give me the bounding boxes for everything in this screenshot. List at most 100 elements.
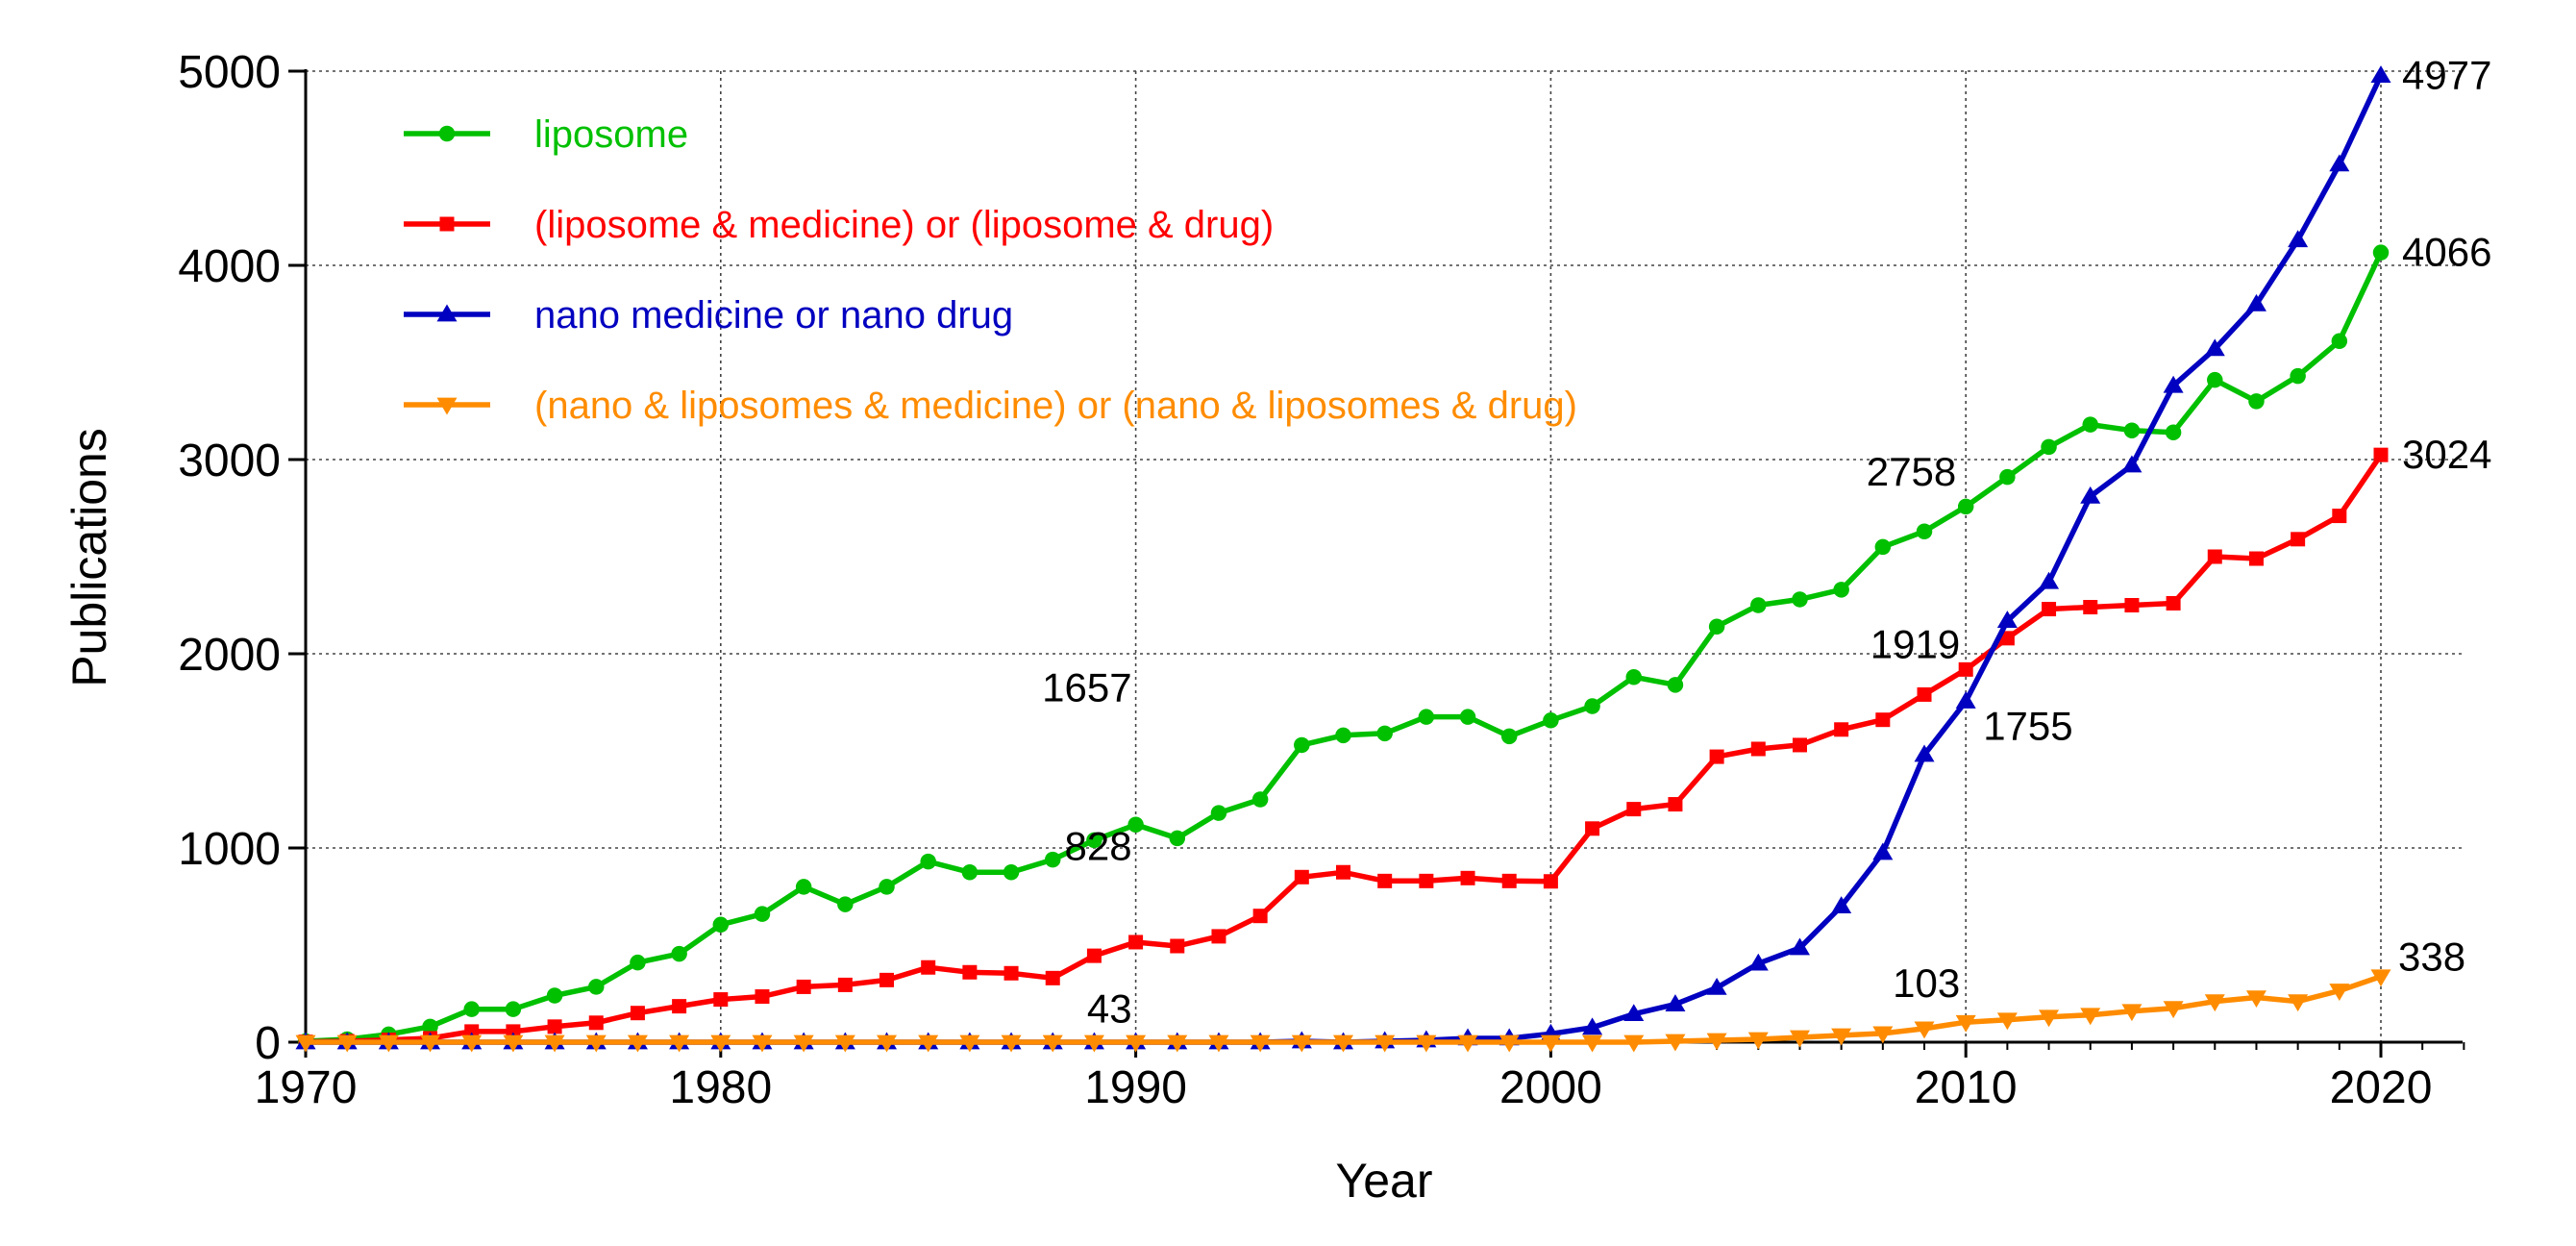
data-point — [1582, 1017, 1603, 1035]
data-point — [1500, 728, 1518, 745]
data-point — [2204, 338, 2225, 357]
data-point — [1459, 709, 1476, 725]
data-point — [2163, 1001, 2184, 1019]
data-point — [2041, 438, 2057, 456]
data-point — [506, 1024, 521, 1039]
legend-marker — [439, 216, 455, 232]
data-point — [1625, 668, 1643, 685]
data-point — [463, 1001, 480, 1017]
data-point — [1126, 1034, 1147, 1053]
data-point — [2039, 1009, 2060, 1028]
series-line — [305, 251, 2384, 1044]
data-point — [1211, 929, 1226, 944]
data-point — [1336, 864, 1350, 880]
data-point — [1996, 1012, 2018, 1031]
data-point — [2245, 990, 2266, 1009]
series-1 — [297, 244, 2390, 1050]
data-point — [2207, 371, 2223, 388]
data-point — [2083, 600, 2098, 615]
axes: 0 1000 2000 3000 4000 5000 1970 1980 1990 2000 201… — [178, 47, 2465, 1113]
x-tick-label: 2000 — [1499, 1062, 1602, 1113]
data-point — [921, 959, 936, 975]
data-point — [1419, 873, 1434, 888]
data-point — [1708, 618, 1725, 635]
data-point — [503, 1034, 524, 1053]
data-point — [755, 989, 770, 1005]
data-point — [1086, 948, 1102, 963]
data-point — [2332, 509, 2347, 524]
data-point — [2370, 969, 2391, 987]
data-label: 43 — [1087, 985, 1132, 1031]
data-point — [464, 1024, 480, 1039]
data-point — [959, 1034, 980, 1053]
data-point — [2329, 154, 2350, 172]
data-point — [837, 977, 853, 992]
data-label: 4977 — [2402, 53, 2491, 98]
data-point — [1955, 1014, 1976, 1033]
data-point — [2372, 244, 2390, 261]
data-point — [1706, 977, 1727, 995]
data-point — [1170, 938, 1185, 954]
data-label: 3024 — [2402, 432, 2491, 477]
x-axis-title: Year — [1335, 1154, 1432, 1208]
data-point — [1335, 727, 1351, 744]
data-point — [1208, 1034, 1229, 1053]
data-point — [588, 1015, 604, 1031]
legend-marker — [436, 304, 458, 322]
data-point — [630, 1006, 645, 1021]
data-point — [1585, 821, 1600, 836]
data-point — [1665, 994, 1686, 1011]
data-point — [712, 916, 730, 934]
data-point — [2373, 447, 2389, 462]
data-point — [2166, 595, 2181, 611]
data-point — [2288, 994, 2309, 1012]
x-tick-label: 1970 — [255, 1062, 358, 1113]
legend-marker — [436, 397, 458, 415]
data-point — [1831, 1028, 1852, 1046]
y-axis-title: Publications — [62, 428, 116, 687]
data-point — [2291, 532, 2306, 547]
data-point — [544, 1034, 565, 1053]
data-point — [2124, 598, 2140, 612]
data-point — [796, 979, 811, 994]
data-point — [1377, 873, 1393, 888]
y-tick-label: 2000 — [178, 630, 281, 681]
data-point — [1252, 909, 1268, 924]
data-point — [1044, 851, 1061, 868]
data-point — [1501, 873, 1517, 888]
data-point — [1169, 830, 1186, 847]
data-point — [2290, 367, 2306, 385]
data-point — [1914, 1021, 1935, 1039]
data-point — [422, 1018, 438, 1035]
data-point — [295, 1034, 316, 1053]
data-point — [378, 1034, 399, 1053]
x-tick-label: 2020 — [2330, 1062, 2433, 1113]
y-tick-label: 0 — [255, 1018, 281, 1069]
data-point — [1333, 1034, 1353, 1053]
data-point — [1086, 832, 1102, 849]
data-point — [2039, 571, 2060, 589]
data-point — [1128, 934, 1144, 950]
data-point — [2248, 393, 2265, 410]
data-point — [420, 1034, 441, 1053]
annotations: 1657 828 43 2758 1919 1755 103 4977 4066 3024 338 — [1042, 53, 2491, 1032]
data-point — [1250, 1034, 1271, 1053]
series-4 — [295, 969, 2391, 1053]
data-point — [1872, 1026, 1894, 1044]
data-point — [2204, 994, 2225, 1012]
data-point — [2288, 230, 2309, 248]
data-point — [1543, 712, 1559, 729]
data-point — [1834, 722, 1849, 737]
data-point — [336, 1034, 358, 1053]
data-point — [2370, 65, 2391, 83]
legend-marker — [438, 125, 456, 142]
data-point — [1375, 1034, 1396, 1053]
data-point — [2248, 551, 2264, 566]
x-tick-label: 2010 — [1915, 1062, 2018, 1113]
data-point — [961, 864, 978, 881]
y-tick-label: 1000 — [178, 824, 281, 875]
data-point — [795, 879, 812, 895]
data-point — [920, 853, 936, 870]
data-point — [1543, 874, 1558, 889]
